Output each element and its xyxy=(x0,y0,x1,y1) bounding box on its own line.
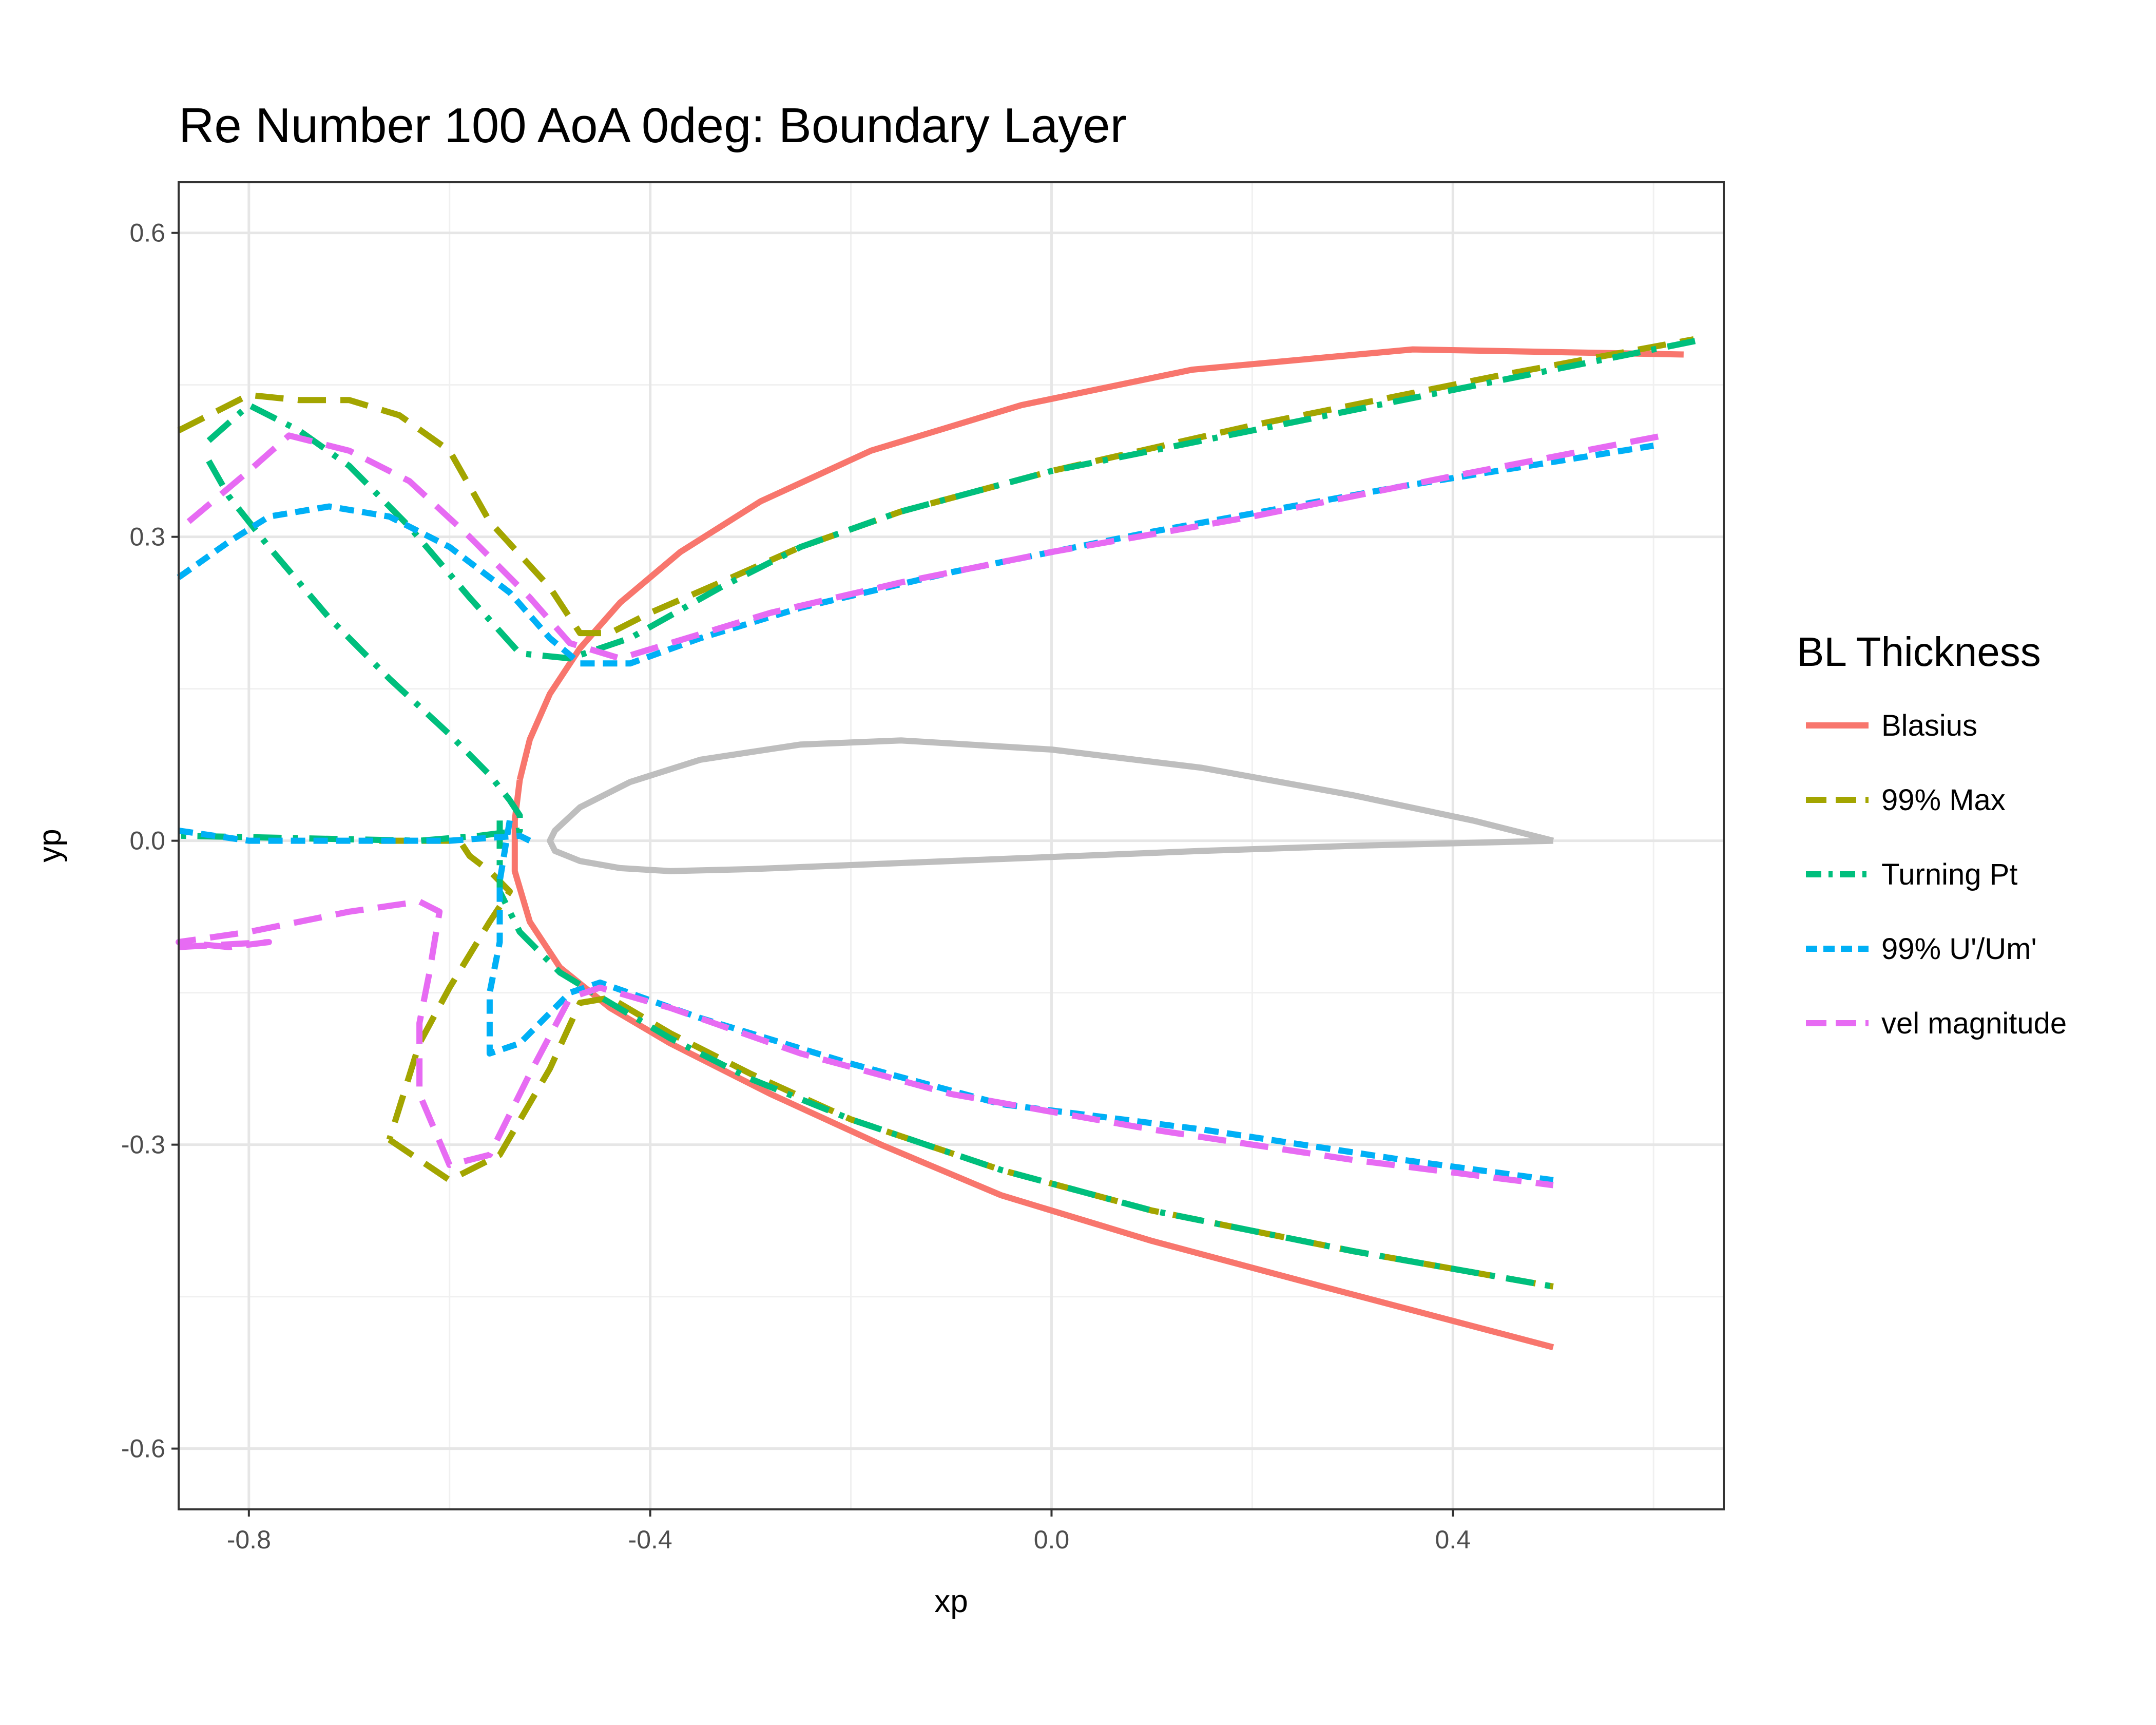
major-gridlines xyxy=(179,182,1724,1509)
series-vel-magnitude xyxy=(176,432,1664,1189)
x-tick-label: -0.8 xyxy=(227,1525,271,1554)
legend-label: Turning Pt xyxy=(1881,858,2017,891)
airfoil-outline xyxy=(547,737,1554,874)
series-line xyxy=(486,820,1554,1183)
series-line xyxy=(176,898,1554,1189)
legend-label: Blasius xyxy=(1881,709,1977,742)
series-line xyxy=(379,837,513,1141)
series-line xyxy=(496,820,1554,1290)
y-tick-label: -0.6 xyxy=(121,1434,165,1463)
series-line xyxy=(186,432,1664,662)
chart-title: Re Number 100 AoA 0deg: Boundary Layer xyxy=(179,98,1127,153)
legend-title: BL Thickness xyxy=(1797,629,2041,675)
y-tick-label: -0.3 xyxy=(121,1130,165,1159)
plot-panel-border xyxy=(178,181,1725,1510)
y-tick-label: 0.0 xyxy=(129,827,165,855)
x-tick-label: 0.0 xyxy=(1034,1525,1070,1554)
legend-label: 99% U'/Um' xyxy=(1881,932,2037,966)
series-99-max xyxy=(177,336,1695,1290)
x-tick-label: 0.4 xyxy=(1435,1525,1471,1554)
series-blasius xyxy=(511,346,1684,1351)
x-axis-title: xp xyxy=(934,1584,968,1619)
minor-gridlines xyxy=(179,182,1724,1509)
legend: BL Thickness Blasius 99% Max Turning Pt 99%… xyxy=(1797,629,2067,1040)
legend-label: 99% Max xyxy=(1881,783,2006,817)
y-axis-title: yp xyxy=(32,829,68,862)
legend-label: vel magnitude xyxy=(1881,1007,2067,1040)
series-line xyxy=(516,346,1684,781)
series-line xyxy=(511,779,1554,1351)
series-line xyxy=(178,827,531,844)
series-line xyxy=(388,994,1554,1290)
y-tick-label: 0.3 xyxy=(129,523,165,551)
series-line xyxy=(177,336,1695,637)
plot-panel xyxy=(179,182,1724,1509)
y-tick-label: 0.6 xyxy=(129,219,165,247)
x-tick-label: -0.4 xyxy=(628,1525,672,1554)
series-line xyxy=(206,336,1705,662)
